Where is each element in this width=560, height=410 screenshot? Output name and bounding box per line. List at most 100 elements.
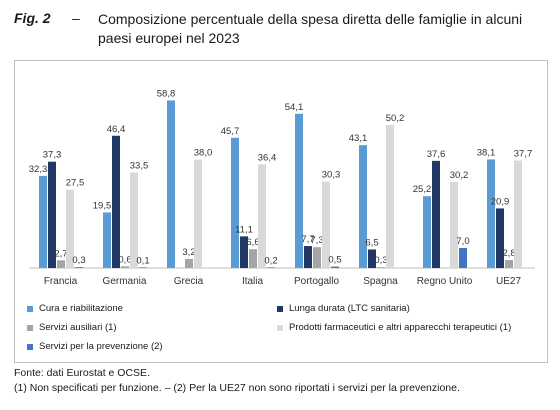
bar-francia-series-2	[48, 161, 56, 268]
legend-label: Prodotti farmaceutici e altri apparecchi…	[289, 322, 512, 333]
data-label: 27,5	[66, 178, 85, 189]
bar-germania-series-5	[139, 267, 147, 268]
figure-notes: Fonte: dati Eurostat e OCSE. (1) Non spe…	[14, 366, 554, 396]
category-label: Grecia	[174, 276, 204, 287]
bar-chart: 32,3 37,3 2,7 27,5 0,3 Francia 19,5 46,4 0,6 33,5…	[29, 88, 535, 287]
data-label: 7,0	[456, 236, 469, 247]
bar-grecia-series-3	[185, 258, 193, 268]
bar-ue27-series-1	[487, 159, 495, 268]
data-label: 0,2	[264, 255, 277, 266]
data-label: 37,7	[514, 149, 533, 160]
bar-ue27-series-2	[496, 208, 504, 268]
figure-label: Fig. 2	[14, 10, 51, 26]
bar-italia-series-1	[231, 137, 239, 268]
bar-portogallo-series-3	[313, 247, 321, 268]
bar-germania-series-1	[103, 212, 111, 268]
data-label: 46,4	[107, 124, 126, 135]
data-label: 54,1	[285, 102, 304, 113]
bar-regno-unito-series-5	[459, 248, 467, 268]
data-label: 45,7	[221, 126, 240, 137]
data-label: 7,3	[310, 235, 323, 246]
figure-dash: –	[72, 10, 80, 26]
figure-title: Composizione percentuale della spesa dir…	[98, 11, 523, 46]
data-label: 6,5	[365, 237, 378, 248]
bar-italia-series-2	[240, 236, 248, 268]
legend-label: Servizi ausiliari (1)	[39, 322, 117, 333]
category-label: Germania	[103, 276, 147, 287]
bar-ue27-series-3	[505, 260, 513, 268]
bar-regno-unito-series-1	[423, 196, 431, 268]
chart-container: 32,3 37,3 2,7 27,5 0,3 Francia 19,5 46,4 0,6 33,5…	[14, 60, 548, 363]
bar-francia-series-5	[75, 267, 83, 268]
category-label: Regno Unito	[417, 276, 473, 287]
bar-francia-series-1	[39, 175, 47, 268]
legend-label: Lunga durata (LTC sanitaria)	[289, 303, 410, 314]
legend-item: Cura e riabilitazione	[27, 303, 123, 314]
legend-swatch	[27, 324, 33, 331]
data-label: 19,5	[93, 200, 112, 211]
data-label: 36,4	[258, 152, 277, 163]
category-label: Spagna	[363, 276, 398, 287]
data-label: 0,1	[136, 255, 149, 266]
data-label: 0,3	[72, 255, 85, 266]
bar-germania-series-4	[130, 172, 138, 268]
data-label: 11,1	[235, 224, 253, 235]
data-label: 25,2	[413, 184, 432, 195]
legend-label: Servizi per la prevenzione (2)	[39, 341, 163, 352]
data-label: 0,5	[328, 255, 341, 266]
bar-spagna-series-3	[377, 267, 385, 268]
bar-francia-series-4	[66, 189, 74, 268]
bar-francia-series-3	[57, 260, 65, 268]
legend-swatch	[277, 324, 283, 331]
bar-germania-series-3	[121, 266, 129, 268]
data-label: 7,7	[301, 234, 314, 245]
category-label: Francia	[44, 276, 78, 287]
data-label: 58,8	[157, 88, 176, 99]
bar-regno-unito-series-4	[450, 181, 458, 268]
data-label: 33,5	[130, 161, 149, 172]
legend-label: Cura e riabilitazione	[39, 303, 123, 314]
bar-grecia-series-1	[167, 100, 175, 268]
data-label: 6,6	[246, 237, 259, 248]
legend-item: Servizi ausiliari (1)	[27, 322, 117, 333]
legend-swatch	[27, 343, 33, 350]
data-label: 37,6	[427, 149, 446, 160]
category-label: Italia	[242, 276, 264, 287]
bar-germania-series-2	[112, 135, 120, 268]
bar-portogallo-series-1	[295, 113, 303, 268]
figure-header: Fig. 2 – Composizione percentuale della …	[14, 6, 550, 54]
data-label: 43,1	[349, 133, 368, 144]
data-label: 50,2	[386, 113, 405, 124]
legend-item: Servizi per la prevenzione (2)	[27, 341, 163, 352]
data-label: 32,3	[29, 164, 48, 175]
data-label: 2,7	[54, 248, 67, 259]
bar-spagna-series-2	[368, 249, 376, 268]
data-label: 0,6	[118, 254, 131, 265]
data-label: 38,1	[477, 147, 496, 158]
legend-item: Prodotti farmaceutici e altri apparecchi…	[277, 322, 511, 333]
bar-italia-series-3	[249, 249, 257, 268]
footnote: (1) Non specificati per funzione. – (2) …	[14, 382, 460, 394]
legend-swatch	[27, 305, 33, 312]
bar-italia-series-4	[258, 164, 266, 268]
bar-portogallo-series-2	[304, 246, 312, 268]
data-label: 2,8	[502, 248, 515, 259]
bar-portogallo-series-5	[331, 266, 339, 268]
data-label: 3,2	[182, 247, 195, 258]
data-label: 20,9	[491, 196, 510, 207]
bar-grecia-series-4	[194, 159, 202, 268]
data-label: 37,3	[43, 150, 62, 161]
bar-italia-series-5	[267, 267, 275, 268]
legend-item: Lunga durata (LTC sanitaria)	[277, 303, 410, 314]
data-label: 30,2	[450, 170, 469, 181]
data-label: 38,0	[194, 148, 213, 159]
bar-spagna-series-1	[359, 145, 367, 268]
bar-portogallo-series-4	[322, 181, 330, 268]
data-label: 30,3	[322, 170, 341, 181]
bar-spagna-series-4	[386, 124, 394, 269]
category-label: Portogallo	[294, 276, 339, 287]
bar-ue27-series-4	[514, 160, 522, 268]
data-label: 0,3	[374, 255, 387, 266]
source-note: Fonte: dati Eurostat e OCSE.	[14, 367, 150, 379]
category-label: UE27	[496, 276, 521, 287]
